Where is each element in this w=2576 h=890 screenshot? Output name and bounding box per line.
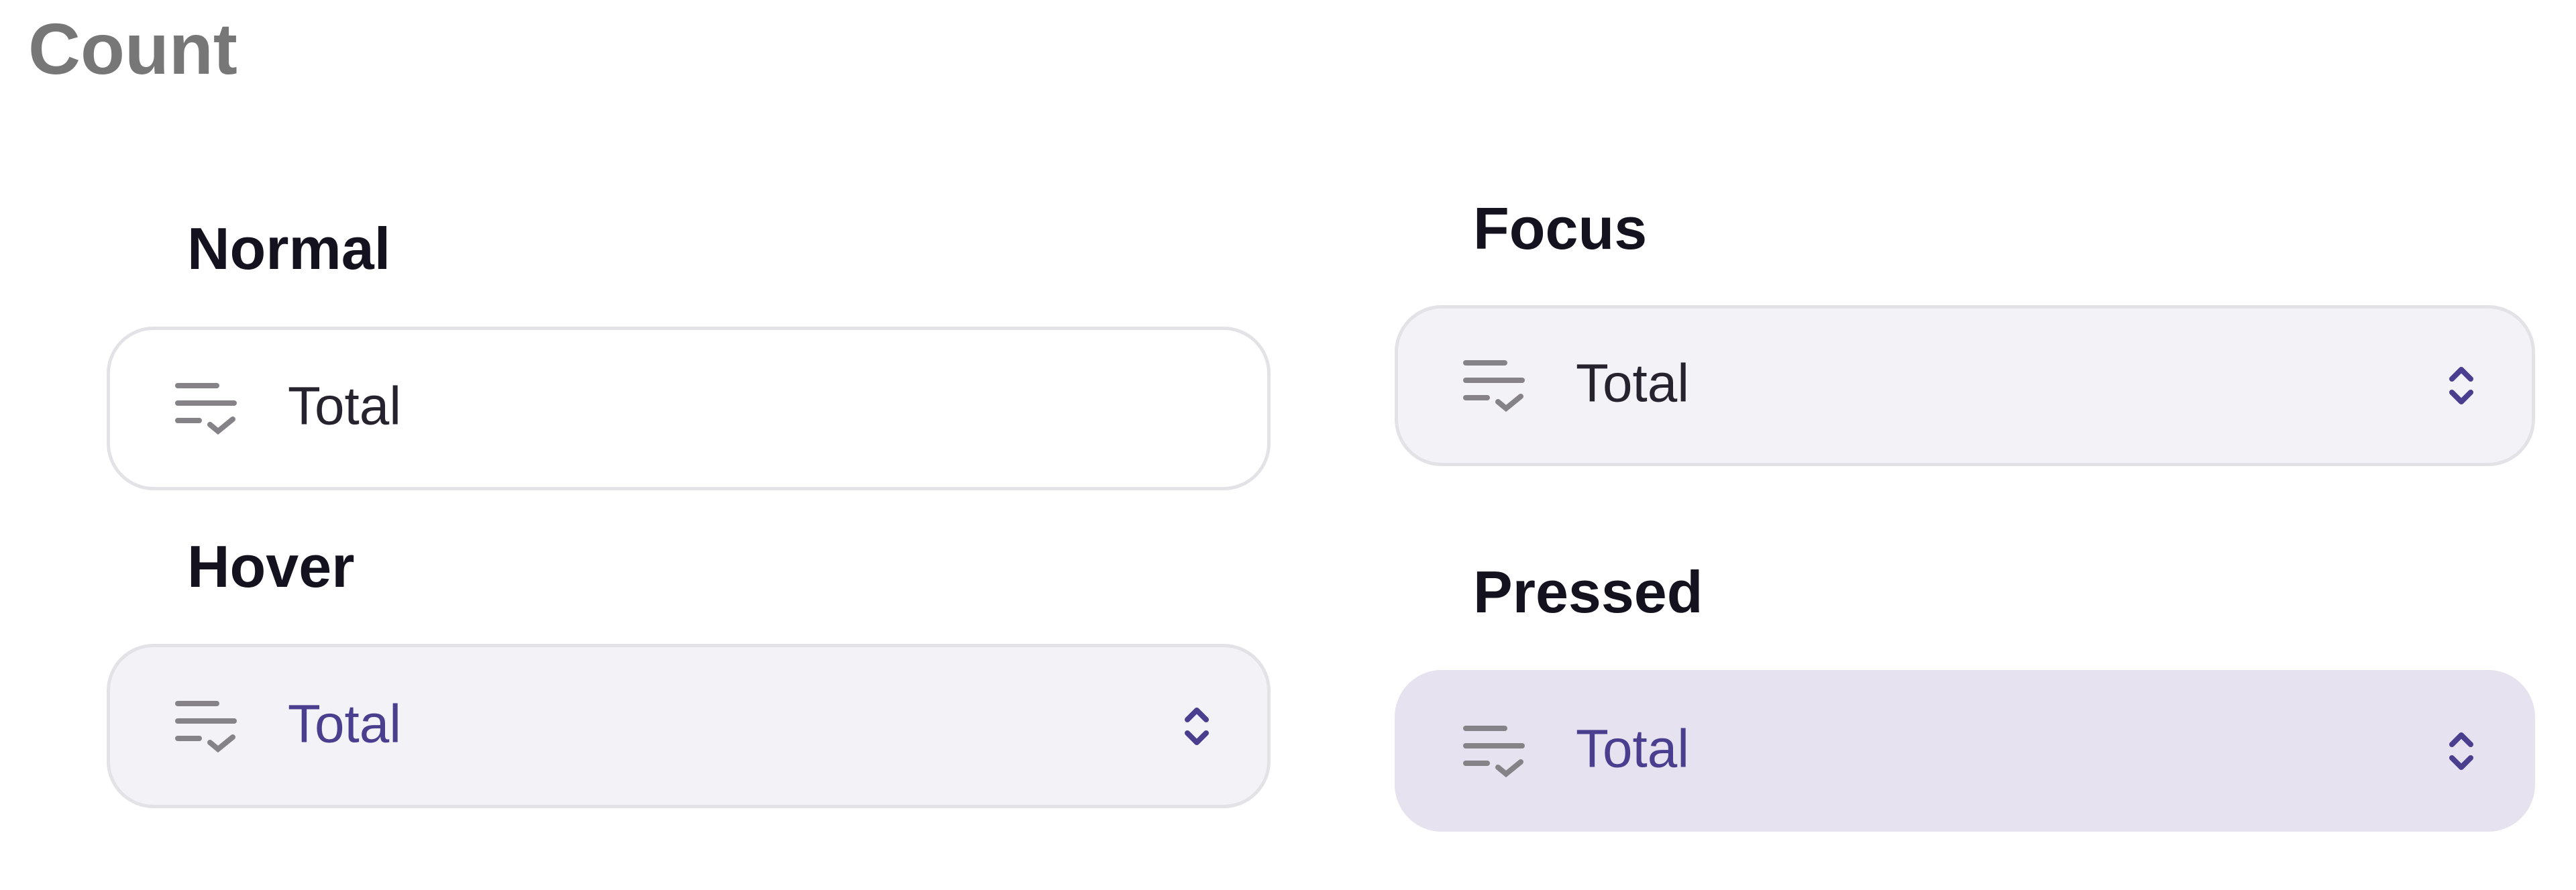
hover-label: Hover	[187, 533, 355, 600]
count-select-pressed[interactable]: Total	[1395, 670, 2535, 832]
list-check-icon	[1463, 725, 1525, 777]
select-value: Total	[1576, 718, 1689, 778]
pressed-label: Pressed	[1473, 559, 1703, 625]
select-value: Total	[1576, 353, 1689, 413]
list-check-icon	[175, 383, 237, 435]
chevron-up-down-icon	[2449, 732, 2473, 770]
count-select-focus[interactable]: Total	[1395, 305, 2535, 466]
chevron-up-down-icon	[2449, 367, 2473, 404]
select-value: Total	[288, 693, 401, 753]
count-select-normal[interactable]: Total	[107, 327, 1271, 490]
list-check-icon	[175, 700, 237, 753]
select-value: Total	[288, 376, 401, 436]
normal-label: Normal	[187, 215, 391, 282]
focus-label: Focus	[1473, 195, 1648, 262]
count-select-hover[interactable]: Total	[107, 644, 1271, 808]
section-title: Count	[28, 8, 237, 89]
list-check-icon	[1463, 360, 1525, 412]
chevron-up-down-icon	[1185, 707, 1209, 745]
